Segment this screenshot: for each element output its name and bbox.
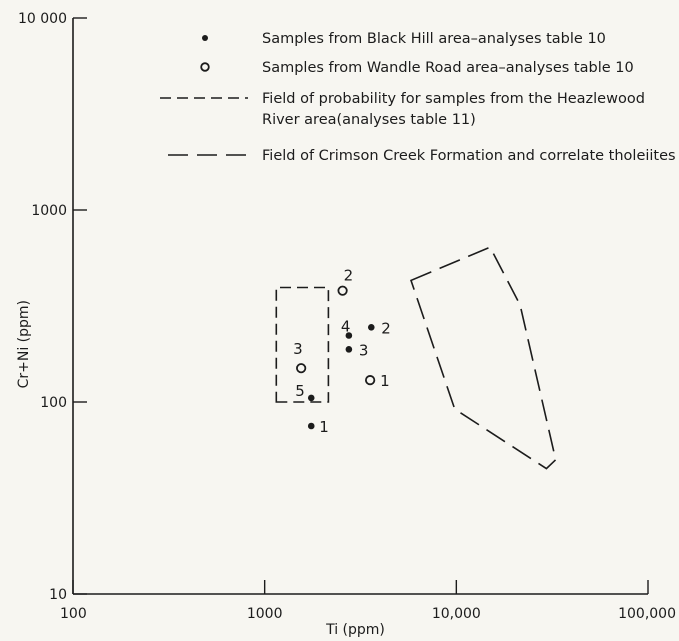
x-tick-label: 100,000 [618,606,676,622]
legend: Samples from Black Hill area–analyses ta… [160,31,676,164]
y-tick-label: 10 [49,587,67,603]
black-hill-point-label: 1 [319,418,329,436]
legend-label: Field of probability for samples from th… [262,91,645,107]
crimson-creek-field-outline [410,246,557,470]
x-tick-label: 1000 [247,606,283,622]
x-tick-label: 10,000 [432,606,481,622]
y-tick-label: 10 000 [18,11,67,27]
x-tick-label: 100 [60,606,87,622]
y-axis-label: Cr+Ni (ppm) [16,300,32,388]
black-hill-sample-point [345,346,353,353]
wandle-road-point-label: 2 [344,267,354,285]
wandle-road-sample-point [337,285,348,296]
legend-label: Samples from Black Hill area–analyses ta… [262,31,606,47]
legend-filled-dot-symbol [202,35,208,41]
black-hill-point-label: 4 [341,318,351,336]
y-tick-label: 1000 [31,203,67,219]
wandle-road-point-label: 1 [380,372,390,390]
wandle-road-point-label: 3 [293,340,303,358]
fields [275,246,557,470]
black-hill-point-label: 5 [295,382,305,400]
y-tick-label: 100 [40,395,67,411]
black-hill-point-label: 2 [381,319,391,337]
legend-open-circle-symbol [200,62,210,72]
black-hill-sample-point [307,422,315,430]
black-hill-sample-point [367,323,375,331]
wandle-road-sample-point [365,375,376,386]
black-hill-point-label: 3 [359,341,369,359]
black-hill-sample-point [307,394,315,402]
x-axis-label: Ti (ppm) [325,622,385,638]
legend-label-line2: River area(analyses table 11) [262,112,476,128]
wandle-road-sample-point [296,363,307,374]
heazlewood-field-outline [275,286,330,403]
legend-label: Samples from Wandle Road area–analyses t… [262,60,634,76]
black-hill-sample-point [345,332,353,339]
legend-label: Field of Crimson Creek Formation and cor… [262,148,676,164]
axes: 10 100 1000 10 000 100 1000 10,000 100,000 Ti (p… [16,11,676,638]
